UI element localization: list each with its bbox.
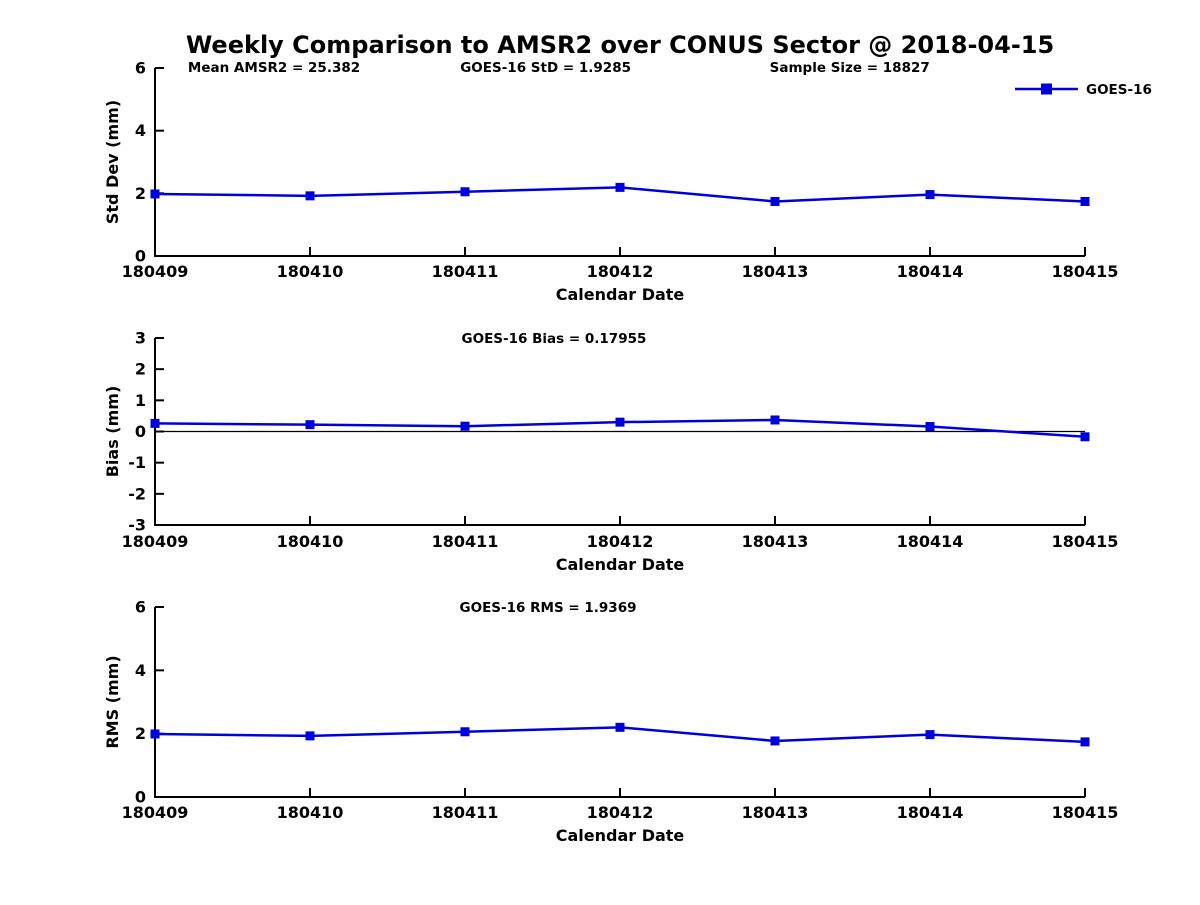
- x-tick-label: 180409: [122, 262, 189, 281]
- data-point-marker: [150, 189, 160, 199]
- y-tick-label: 0: [135, 247, 146, 266]
- legend: GOES-16: [1015, 82, 1152, 98]
- x-tick-label: 180412: [587, 262, 654, 281]
- data-point-marker: [150, 418, 160, 428]
- y-tick-label: 2: [135, 724, 146, 743]
- axes-frame: [154, 607, 1085, 798]
- data-point-marker: [460, 727, 470, 737]
- data-point-marker: [460, 187, 470, 197]
- y-axis-label: RMS (mm): [103, 655, 122, 748]
- legend-marker-square: [1041, 83, 1052, 95]
- legend-label: GOES-16: [1086, 82, 1152, 98]
- x-tick-label: 180412: [587, 803, 654, 822]
- stat-annotation: GOES-16 Bias = 0.17955: [462, 331, 647, 347]
- stat-annotation: Sample Size = 18827: [770, 60, 930, 76]
- stat-annotation: Mean AMSR2 = 25.382: [188, 60, 360, 76]
- y-tick-label: 4: [135, 121, 146, 140]
- y-tick-label: -3: [128, 516, 146, 535]
- y-tick-label: 3: [135, 329, 146, 348]
- stat-annotation: GOES-16 StD = 1.9285: [460, 60, 631, 76]
- x-tick-label: 180414: [897, 532, 964, 551]
- data-point-marker: [305, 420, 315, 430]
- data-point-marker: [615, 722, 625, 732]
- y-tick-label: 1: [135, 391, 146, 410]
- x-axis-label: Calendar Date: [556, 285, 685, 304]
- data-point-marker: [925, 190, 935, 200]
- x-tick-label: 180415: [1052, 803, 1119, 822]
- y-tick-label: 0: [135, 422, 146, 441]
- y-tick-label: 2: [135, 184, 146, 203]
- x-tick-label: 180414: [897, 803, 964, 822]
- data-point-marker: [925, 730, 935, 740]
- x-tick-label: 180415: [1052, 532, 1119, 551]
- bias-subplot: -3 -2 -1 0 1 2 3 180409 180410 180411 180412 180413…: [103, 329, 1118, 575]
- x-tick-label: 180413: [742, 262, 809, 281]
- std-dev-subplot: 0 2 4 6 180409 180410 180411 180412 180413 180414…: [103, 59, 1118, 305]
- data-point-marker: [615, 182, 625, 192]
- data-point-marker: [925, 422, 935, 432]
- data-point-marker: [770, 415, 780, 425]
- chart-title: Weekly Comparison to AMSR2 over CONUS Se…: [186, 31, 1054, 59]
- x-tick-label: 180411: [432, 262, 499, 281]
- y-axis-label: Bias (mm): [103, 386, 122, 478]
- x-axis-label: Calendar Date: [556, 555, 685, 574]
- x-tick-label: 180415: [1052, 262, 1119, 281]
- x-tick-label: 180410: [277, 262, 344, 281]
- x-tick-label: 180414: [897, 262, 964, 281]
- x-tick-label: 180413: [742, 803, 809, 822]
- x-axis-label: Calendar Date: [556, 826, 685, 845]
- y-tick-label: 2: [135, 360, 146, 379]
- y-tick-label: 0: [135, 788, 146, 807]
- data-point-marker: [1080, 196, 1090, 206]
- data-point-marker: [1080, 432, 1090, 442]
- data-point-marker: [305, 191, 315, 201]
- data-point-marker: [305, 731, 315, 741]
- x-tick-label: 180413: [742, 532, 809, 551]
- data-point-marker: [460, 421, 470, 431]
- y-tick-label: 4: [135, 661, 146, 680]
- x-tick-label: 180411: [432, 803, 499, 822]
- y-tick-label: -1: [128, 453, 146, 472]
- y-tick-label: 6: [135, 598, 146, 617]
- y-tick-label: -2: [128, 484, 146, 503]
- x-tick-label: 180410: [277, 532, 344, 551]
- data-point-marker: [770, 736, 780, 746]
- y-axis-label: Std Dev (mm): [103, 100, 122, 224]
- data-point-marker: [150, 729, 160, 739]
- x-tick-label: 180411: [432, 532, 499, 551]
- data-point-marker: [615, 417, 625, 427]
- data-point-marker: [770, 196, 780, 206]
- x-tick-label: 180412: [587, 532, 654, 551]
- y-tick-label: 6: [135, 59, 146, 78]
- rms-subplot: 0 2 4 6 180409 180410 180411 180412 180413 180414…: [103, 598, 1118, 846]
- x-tick-label: 180409: [122, 532, 189, 551]
- x-tick-label: 180410: [277, 803, 344, 822]
- data-point-marker: [1080, 737, 1090, 747]
- x-tick-label: 180409: [122, 803, 189, 822]
- axes-frame: [154, 68, 1085, 257]
- stat-annotation: GOES-16 RMS = 1.9369: [460, 600, 637, 616]
